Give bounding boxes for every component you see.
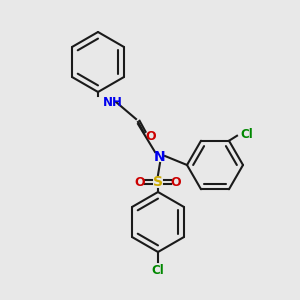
Text: O: O [146, 130, 156, 142]
Text: Cl: Cl [241, 128, 254, 141]
Text: NH: NH [103, 95, 123, 109]
Text: O: O [135, 176, 145, 188]
Text: N: N [154, 150, 166, 164]
Text: Cl: Cl [152, 263, 164, 277]
Text: O: O [171, 176, 181, 188]
Text: S: S [153, 175, 163, 189]
